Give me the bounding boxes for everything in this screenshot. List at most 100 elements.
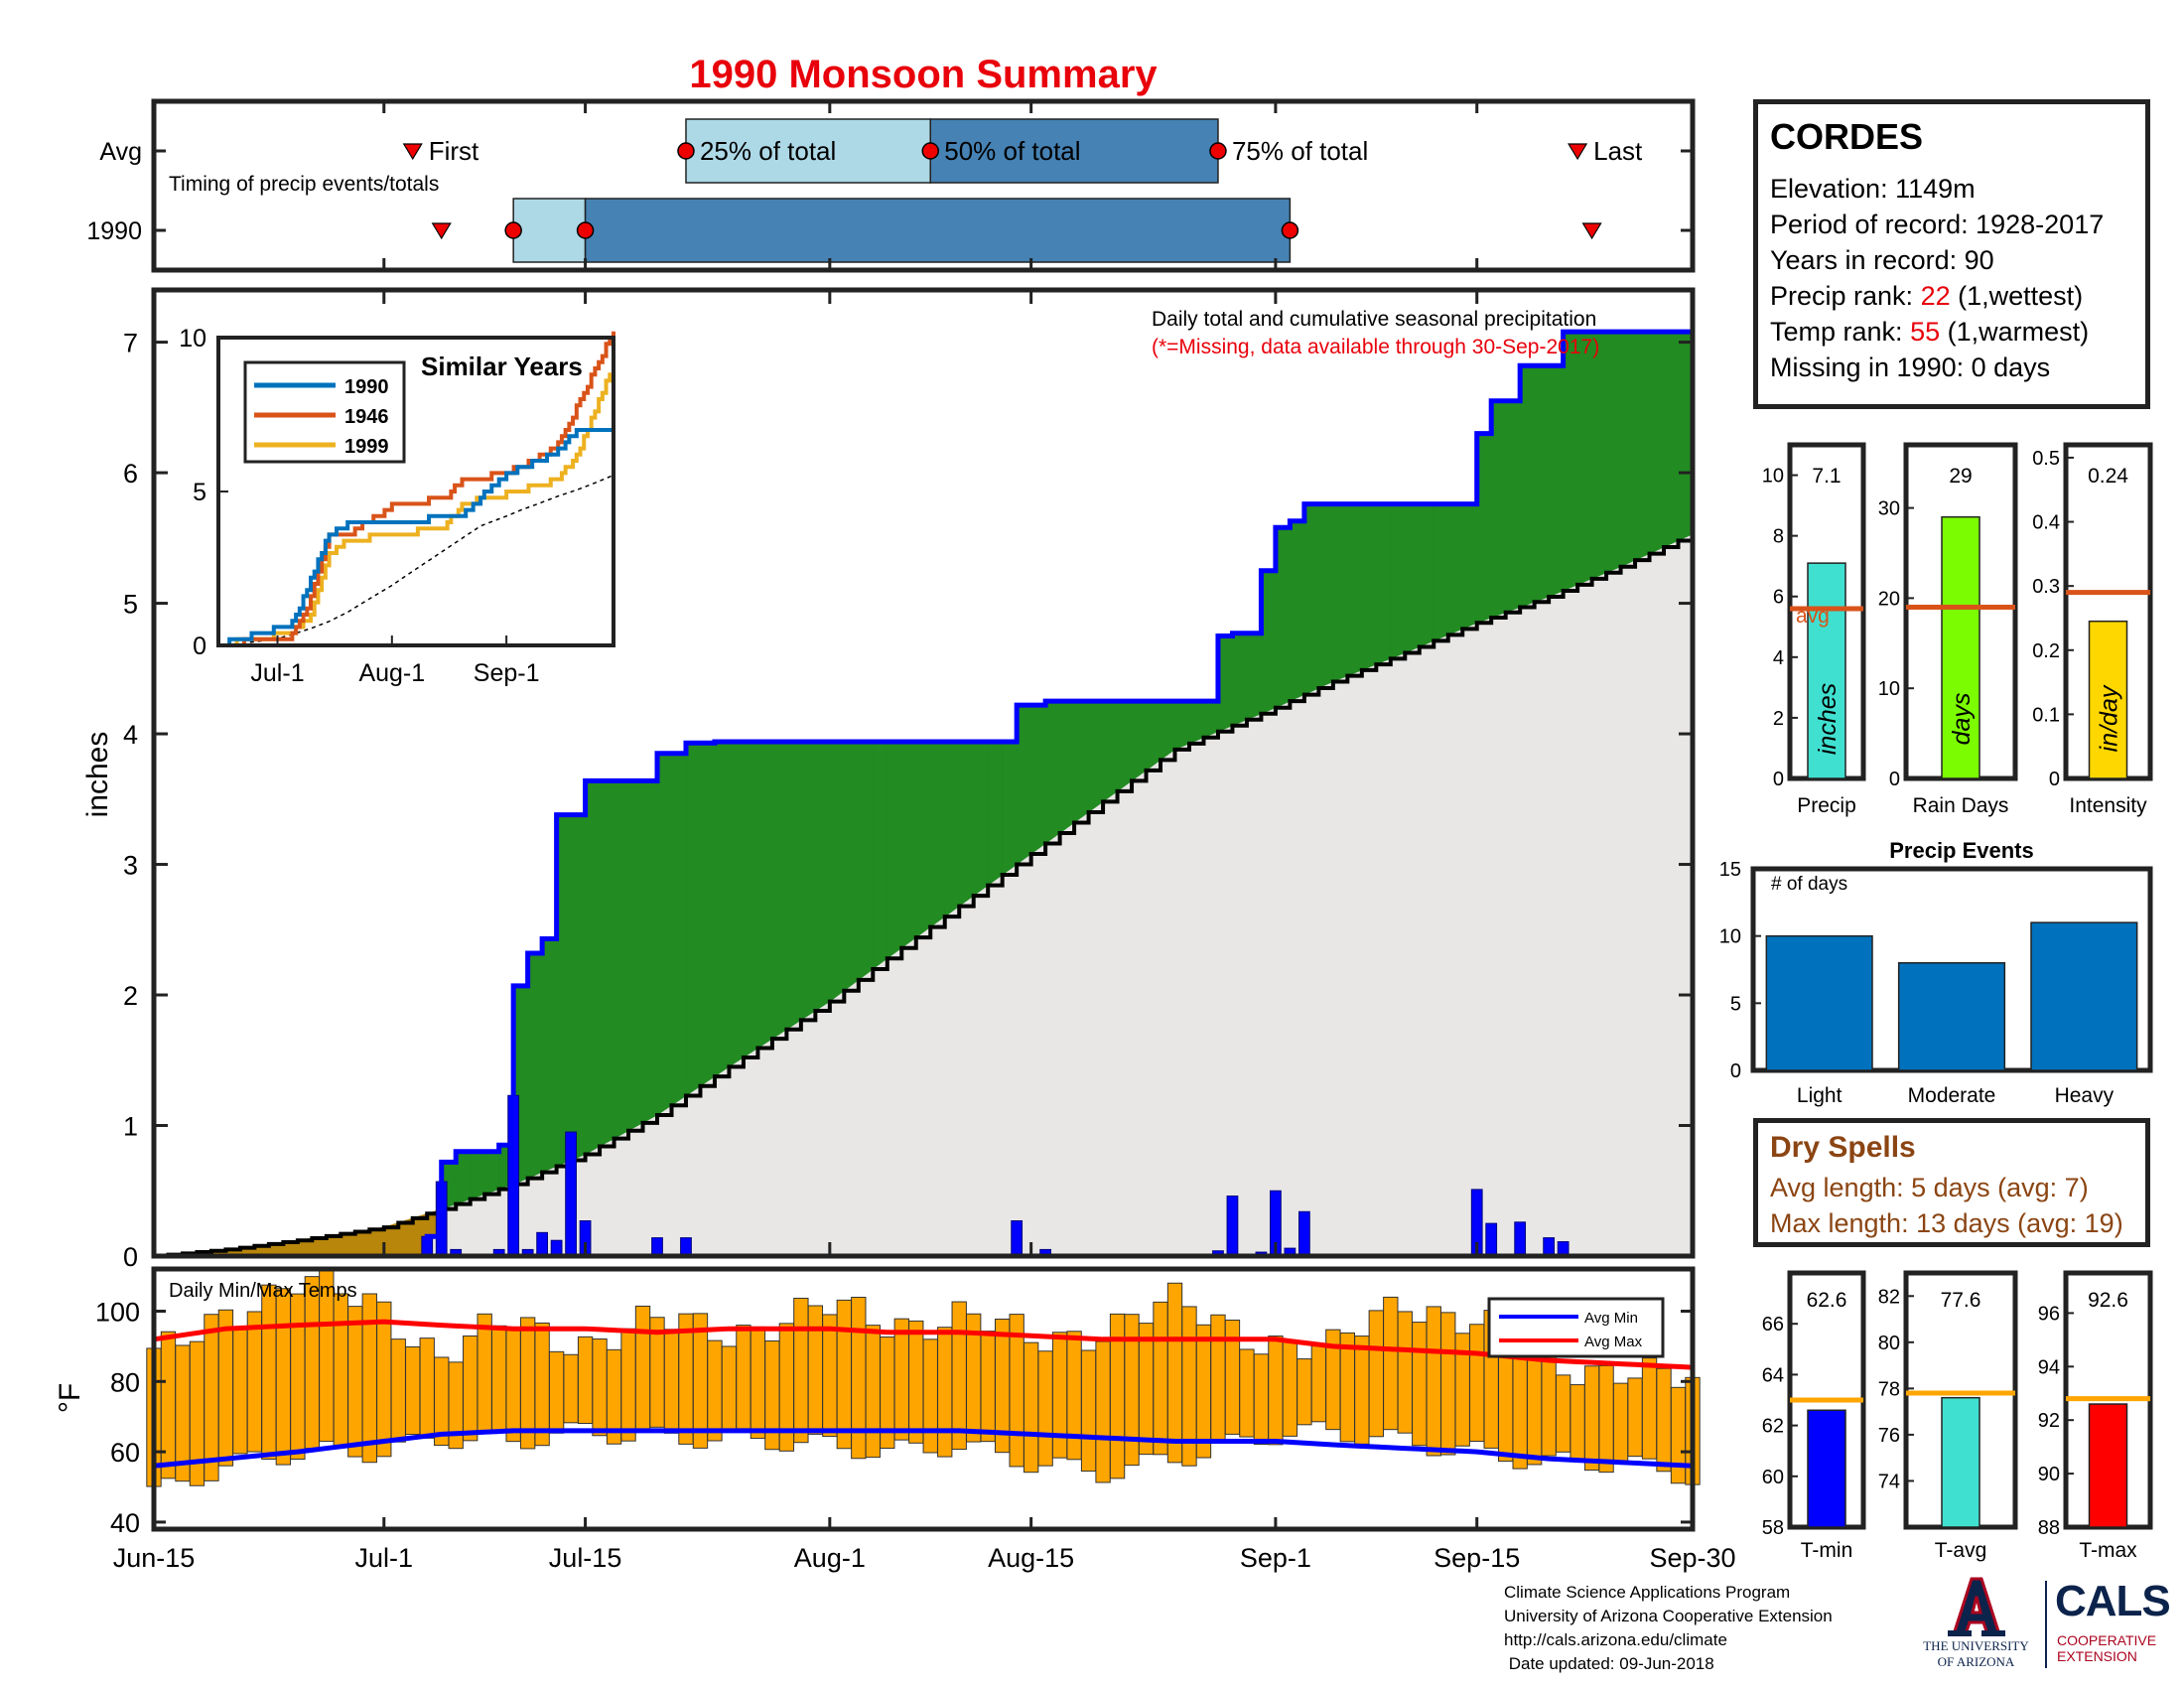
- above-average-area: [1044, 700, 1060, 845]
- season-stat-bars: 7.1 inches Precip 0 2 4 6 8 10 avg 29 days Rain Days…: [1762, 442, 2153, 817]
- temp-range-bar: [634, 1305, 651, 1433]
- above-average-area: [1188, 700, 1204, 745]
- temps-xtick-label: Jul-15: [549, 1543, 622, 1573]
- avg-cumulative-area: [154, 533, 1693, 1256]
- ua-logo-line-1: THE UNIVERSITY: [1923, 1638, 2029, 1653]
- above-average-area: [1318, 503, 1334, 689]
- above-average-area: [800, 741, 816, 1021]
- dry-spells-max-length: Max length: 13 days (avg: 19): [1770, 1208, 2123, 1238]
- above-average-area: [470, 1151, 485, 1200]
- temps-xtick-label: Jun-15: [113, 1543, 196, 1573]
- timing-label-25: 25% of total: [700, 136, 836, 166]
- stat-ytick-label: 0: [1889, 769, 1900, 790]
- temp-range-bar: [548, 1350, 565, 1434]
- temp-range-bar: [217, 1309, 234, 1467]
- above-average-area: [887, 741, 902, 959]
- above-average-area: [1563, 331, 1578, 592]
- temp-range-bar: [204, 1314, 219, 1481]
- main-ytick-label: 3: [123, 851, 138, 881]
- temps-ytick-label: 80: [110, 1367, 140, 1397]
- temps-xtick-label: Sep-30: [1649, 1543, 1735, 1573]
- above-average-area: [1548, 364, 1564, 598]
- stat-ytick-label: 10: [1878, 678, 1900, 700]
- temp-range-bar: [1166, 1282, 1183, 1464]
- above-average-area: [1634, 331, 1650, 561]
- station-name: CORDES: [1770, 116, 1924, 157]
- temp-range-bar: [1138, 1323, 1155, 1456]
- inset-xtick-label: Aug-1: [358, 659, 425, 687]
- inset-title: Similar Years: [421, 352, 583, 381]
- cals-logo: CALS COOPERATIVE EXTENSION: [2045, 1575, 2171, 1674]
- below-average-area: [368, 1226, 385, 1257]
- above-average-area: [757, 741, 773, 1050]
- daily-precip-bar: [1514, 1221, 1527, 1257]
- temp-range-bar: [865, 1325, 881, 1459]
- tbar-ytick-label: 92: [2038, 1410, 2060, 1432]
- precip-rank-label: Precip rank:: [1770, 281, 1921, 311]
- precip-events-chart: Light Moderate Heavy 0 5 10 15 Precip Events # o…: [1719, 838, 2153, 1107]
- temp-range-bar: [1023, 1341, 1039, 1474]
- temps-xtick-label: Sep-1: [1240, 1543, 1311, 1573]
- above-average-area: [929, 741, 946, 928]
- station-period: Period of record: 1928-2017: [1770, 210, 2105, 239]
- similar-years-inset: 0 5 10 Jul-1 Aug-1 Sep-1 Similar Years 1990 1946…: [179, 325, 615, 687]
- temp-range-bar: [232, 1326, 248, 1455]
- stat-ytick-label: 0: [1773, 769, 1784, 790]
- timing-avg-p25-marker: [677, 142, 695, 160]
- above-average-area: [1117, 700, 1133, 792]
- temps-legend-box: [1487, 1297, 1665, 1358]
- above-average-area: [1404, 503, 1421, 653]
- dry-spells-avg-length: Avg length: 5 days (avg: 7): [1770, 1173, 2089, 1202]
- footer-line-2: University of Arizona Cooperative Extens…: [1504, 1607, 1833, 1625]
- above-average-area: [1376, 503, 1392, 665]
- temp-range-bar: [577, 1336, 594, 1425]
- temps-legend-label: Avg Min: [1584, 1310, 1638, 1327]
- temp-rank-note: (1,warmest): [1940, 317, 2090, 347]
- cals-logo-sub-2: EXTENSION: [2057, 1648, 2137, 1664]
- above-average-area: [1131, 700, 1147, 781]
- temp-range-bar: [1095, 1340, 1111, 1483]
- temp-range-bar: [1210, 1314, 1226, 1444]
- daily-precip-bar: [565, 1131, 577, 1257]
- main-ytick-label: 1: [123, 1112, 138, 1142]
- events-ytick-label: 10: [1719, 926, 1741, 948]
- cals-divider: [2045, 1581, 2047, 1668]
- stat-ytick-label: 4: [1773, 647, 1784, 669]
- temp-range-bar: [505, 1330, 521, 1443]
- daily-precip-bar: [1543, 1237, 1556, 1257]
- above-average-area: [1232, 633, 1248, 727]
- temp-range-bar: [836, 1299, 853, 1450]
- inset-xtick-label: Jul-1: [250, 659, 304, 687]
- temp-range-bar: [1612, 1382, 1629, 1465]
- temps-xtick-label: Aug-1: [794, 1543, 866, 1573]
- above-average-area: [685, 742, 701, 1097]
- timing-avg-first-triangle: [402, 143, 423, 161]
- timing-y1990-bar-50-75: [584, 198, 1292, 263]
- timing-avg-last-triangle: [1568, 143, 1588, 161]
- temp-range-bar: [1066, 1331, 1082, 1461]
- above-average-area: [872, 741, 888, 970]
- temp-range-bar: [851, 1297, 867, 1460]
- main-ylabel: inches: [81, 732, 114, 818]
- tbar-value-T-avg: 77.6: [1941, 1289, 1981, 1312]
- temp-range-bar: [822, 1314, 838, 1438]
- events-xtick-label: Heavy: [2055, 1084, 2115, 1107]
- timing-avg-p50-marker: [921, 142, 939, 160]
- temp-range-bar: [534, 1322, 550, 1447]
- events-bar-Moderate: [1897, 961, 2006, 1071]
- temp-range-bar: [1541, 1349, 1557, 1457]
- above-average-area: [1447, 503, 1463, 635]
- above-average-area: [1361, 503, 1377, 671]
- temp-range-bar: [1656, 1367, 1672, 1473]
- temp-range-bar: [1412, 1322, 1428, 1447]
- above-average-area: [1461, 503, 1478, 630]
- inset-xtick-label: Sep-1: [474, 659, 540, 687]
- tbar-ytick-label: 62: [1762, 1416, 1784, 1438]
- timing-label-last: Last: [1593, 136, 1643, 166]
- above-average-area: [1605, 331, 1621, 574]
- temp-range-bar: [463, 1335, 478, 1442]
- temp-range-bar: [405, 1345, 421, 1436]
- ua-logo-line-2: OF ARIZONA: [1937, 1654, 2015, 1669]
- temp-range-bar: [275, 1288, 292, 1466]
